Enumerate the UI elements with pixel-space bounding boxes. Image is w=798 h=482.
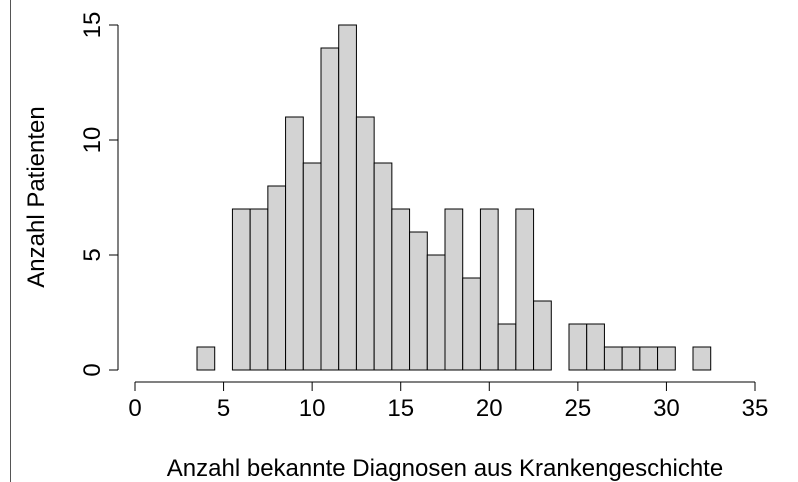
bar (409, 231, 428, 371)
x-tick-label: 35 (742, 395, 769, 422)
bar (533, 300, 552, 371)
y-tick-label: 5 (79, 248, 106, 261)
y-axis-label: Anzahl Patienten (23, 106, 50, 287)
bar (285, 116, 304, 371)
y-tick-label: 10 (79, 127, 106, 154)
bar (515, 208, 535, 371)
bar (568, 323, 588, 371)
bar (479, 208, 499, 371)
bar (692, 346, 712, 371)
bar (603, 346, 623, 371)
x-tick-label: 30 (653, 395, 680, 422)
bar (267, 185, 287, 371)
bar (391, 208, 411, 371)
x-tick-label: 0 (128, 395, 141, 422)
bar (338, 24, 357, 371)
bar (231, 208, 251, 371)
x-tick-label: 15 (387, 395, 414, 422)
bar (639, 346, 659, 371)
bar (444, 208, 464, 371)
bar (462, 277, 481, 371)
x-axis-label: Anzahl bekannte Diagnosen aus Krankenges… (167, 455, 723, 482)
bar (657, 346, 676, 371)
x-tick-label: 5 (217, 395, 230, 422)
bar (196, 346, 216, 371)
x-tick-label: 10 (299, 395, 326, 422)
bar (320, 47, 340, 371)
bar (497, 323, 517, 371)
bar (302, 162, 322, 371)
y-tick-label: 15 (79, 12, 106, 39)
x-tick-label: 25 (565, 395, 592, 422)
x-tick-label: 20 (476, 395, 503, 422)
bar (426, 254, 446, 371)
bar (355, 116, 375, 371)
bar (373, 162, 393, 371)
bar (621, 346, 641, 371)
y-tick-label: 0 (79, 363, 106, 376)
bar (249, 208, 269, 371)
bar (586, 323, 605, 371)
